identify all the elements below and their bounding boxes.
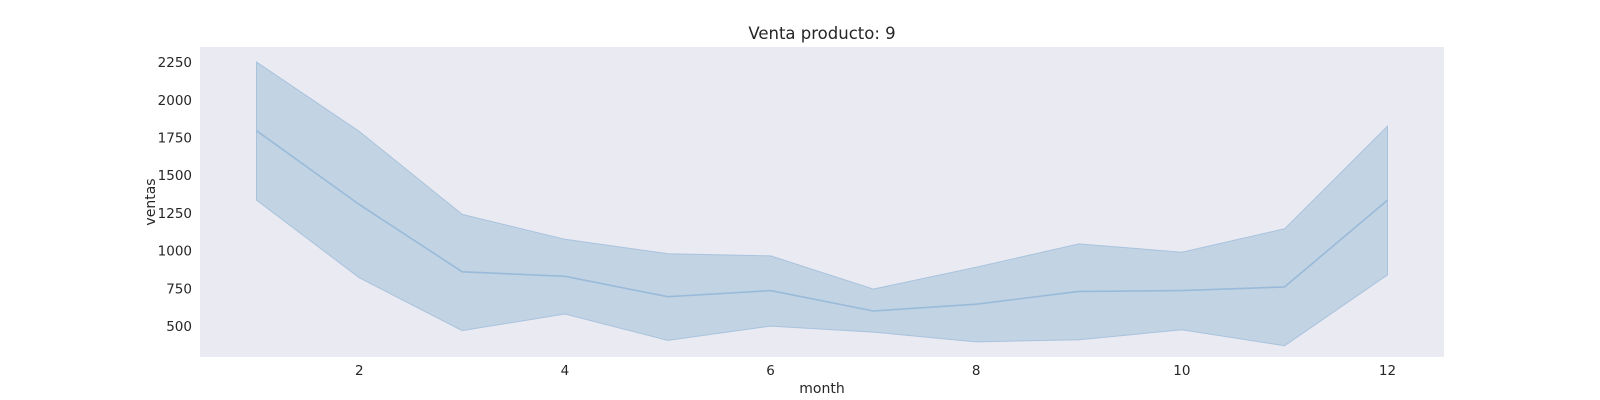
x-tick-label: 2: [355, 363, 364, 379]
mean-line: [256, 130, 1389, 312]
y-tick-label: 500: [166, 319, 192, 335]
y-tick-label: 2000: [158, 93, 192, 109]
x-tick-label: 6: [766, 363, 775, 379]
y-tick-label: 1500: [158, 168, 192, 184]
chart-title: Venta producto: 9: [748, 24, 895, 43]
x-tick-label: 12: [1379, 363, 1396, 379]
x-tick-label: 10: [1173, 363, 1190, 379]
y-tick-label: 2250: [158, 55, 192, 71]
y-axis-label: ventas: [143, 178, 159, 225]
y-tick-label: 1250: [158, 206, 192, 222]
y-tick-label: 1000: [158, 244, 192, 260]
x-tick-label: 4: [561, 363, 570, 379]
y-tick-label: 750: [166, 281, 192, 297]
x-tick-label: 8: [972, 363, 981, 379]
y-tick-label: 1750: [158, 131, 192, 147]
x-axis-label: month: [799, 381, 844, 397]
